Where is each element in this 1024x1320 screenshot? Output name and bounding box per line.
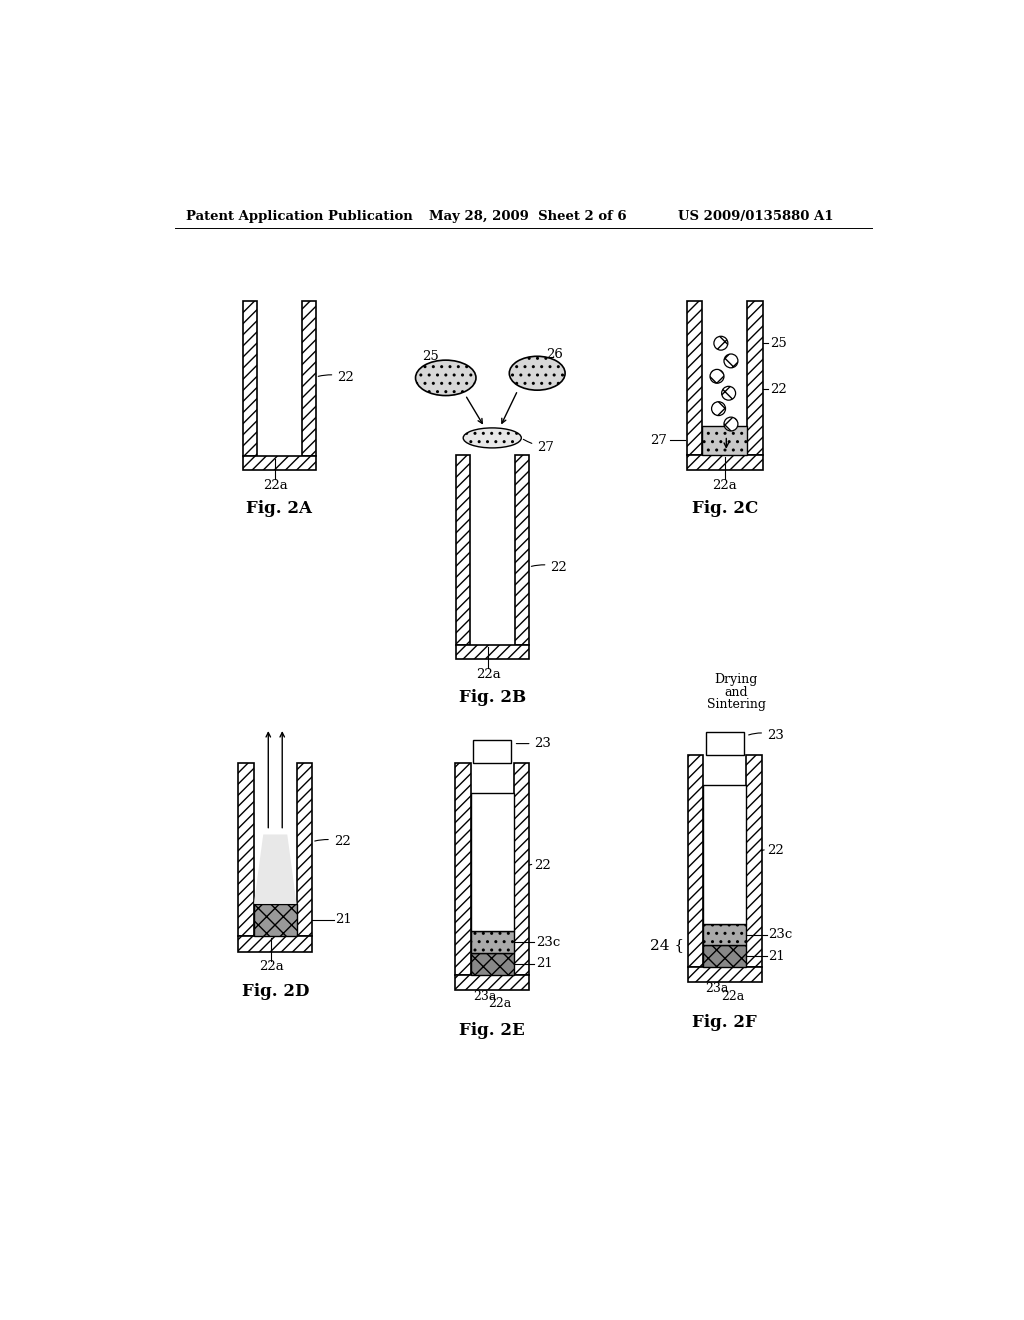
- Text: 21: 21: [335, 913, 352, 927]
- Bar: [703, 945, 746, 966]
- Bar: [473, 739, 511, 763]
- Bar: [703, 785, 746, 924]
- Text: 25: 25: [423, 350, 439, 363]
- Polygon shape: [254, 834, 297, 904]
- Text: 23a: 23a: [706, 982, 729, 995]
- Bar: [302, 301, 315, 457]
- Bar: [456, 645, 528, 659]
- Text: 22a: 22a: [713, 479, 737, 492]
- Circle shape: [724, 354, 738, 368]
- Bar: [456, 455, 470, 645]
- Bar: [515, 455, 528, 645]
- Ellipse shape: [416, 360, 476, 396]
- Text: Fig. 2C: Fig. 2C: [691, 500, 758, 517]
- Circle shape: [710, 370, 724, 383]
- Circle shape: [724, 417, 738, 432]
- Ellipse shape: [509, 356, 565, 391]
- Text: 23c: 23c: [769, 928, 793, 941]
- Bar: [471, 932, 514, 953]
- Bar: [748, 301, 763, 455]
- Bar: [702, 425, 748, 455]
- Text: May 28, 2009  Sheet 2 of 6: May 28, 2009 Sheet 2 of 6: [429, 210, 627, 223]
- Bar: [687, 455, 763, 470]
- Text: 26: 26: [547, 348, 563, 362]
- Bar: [471, 793, 514, 932]
- Text: Drying: Drying: [715, 673, 758, 686]
- Text: 22: 22: [318, 371, 354, 384]
- Text: 22: 22: [529, 858, 551, 871]
- Bar: [456, 974, 529, 990]
- Text: 21: 21: [536, 957, 553, 970]
- Text: Patent Application Publication: Patent Application Publication: [186, 210, 413, 223]
- Bar: [471, 953, 514, 974]
- Text: 23c: 23c: [536, 936, 560, 949]
- Text: Fig. 2E: Fig. 2E: [460, 1022, 525, 1039]
- Text: 24 {: 24 {: [650, 939, 684, 952]
- Text: 22: 22: [770, 383, 786, 396]
- Bar: [239, 936, 312, 952]
- Bar: [243, 457, 315, 470]
- Bar: [687, 301, 702, 455]
- Text: and: and: [725, 685, 749, 698]
- Text: Fig. 2B: Fig. 2B: [459, 689, 525, 706]
- Bar: [688, 968, 762, 982]
- Text: Fig. 2A: Fig. 2A: [246, 500, 312, 517]
- Text: Sintering: Sintering: [707, 698, 766, 711]
- Text: 25: 25: [770, 337, 786, 350]
- Text: 23: 23: [516, 737, 551, 750]
- Bar: [456, 763, 471, 974]
- Bar: [746, 755, 762, 966]
- Text: 23a: 23a: [473, 990, 497, 1003]
- Text: 22: 22: [531, 561, 567, 574]
- Text: 23: 23: [749, 730, 783, 742]
- Bar: [703, 924, 746, 945]
- Text: 27: 27: [523, 440, 554, 454]
- Circle shape: [714, 337, 728, 350]
- Bar: [243, 301, 257, 457]
- Bar: [254, 904, 297, 936]
- Text: 22a: 22a: [476, 668, 501, 681]
- Circle shape: [712, 401, 726, 416]
- Text: 22: 22: [762, 843, 783, 857]
- Bar: [688, 755, 703, 966]
- Bar: [297, 763, 312, 936]
- Circle shape: [722, 387, 735, 400]
- Text: 22a: 22a: [263, 479, 288, 492]
- Text: Fig. 2F: Fig. 2F: [692, 1014, 757, 1031]
- Ellipse shape: [463, 428, 521, 447]
- Text: 22a: 22a: [488, 998, 512, 1010]
- Text: 22a: 22a: [259, 961, 284, 973]
- Bar: [239, 763, 254, 936]
- Text: US 2009/0135880 A1: US 2009/0135880 A1: [678, 210, 834, 223]
- Text: 27: 27: [650, 434, 668, 446]
- Text: 22a: 22a: [721, 990, 744, 1003]
- Bar: [706, 733, 743, 755]
- Text: 22: 22: [314, 836, 350, 849]
- Text: Fig. 2D: Fig. 2D: [242, 983, 309, 1001]
- Bar: [514, 763, 529, 974]
- Text: 21: 21: [769, 949, 785, 962]
